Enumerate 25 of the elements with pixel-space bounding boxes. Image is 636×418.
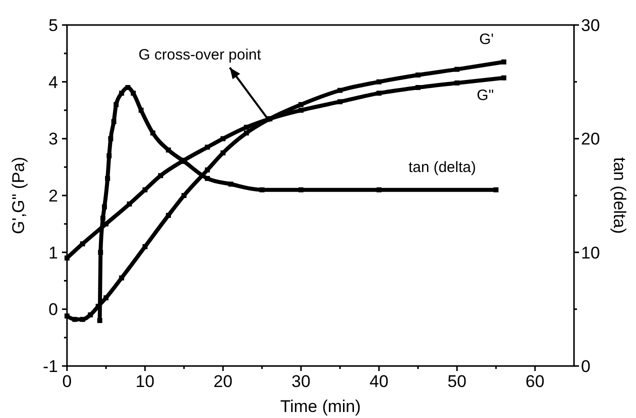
y-tick-label: 3	[48, 130, 58, 149]
y2-tick-label: 30	[581, 16, 600, 35]
x-tick-label: 10	[136, 372, 154, 391]
x-tick-label: 50	[448, 372, 466, 391]
y-tick-label: 5	[48, 16, 58, 35]
series-label: G"	[476, 86, 494, 104]
y-tick-label: 1	[48, 243, 58, 262]
series-label: G'	[479, 30, 494, 48]
x-tick-label: 60	[526, 372, 544, 391]
y2-tick-label: 0	[581, 357, 590, 376]
x-tick-label: 40	[370, 372, 388, 391]
x-axis-title: Time (min)	[280, 397, 361, 416]
x-tick-label: 20	[214, 372, 232, 391]
y2-axis-title: tan (delta)	[610, 157, 629, 234]
y-tick-label: 2	[48, 186, 58, 206]
y2-tick-label: 10	[581, 243, 600, 262]
x-tick-label: 0	[62, 372, 72, 391]
series-label: tan (delta)	[408, 158, 476, 176]
y-tick-label: 4	[48, 72, 58, 92]
annotation: G cross-over point	[138, 46, 262, 64]
y-axis-title: G',G" (Pa)	[9, 156, 28, 234]
y2-tick-label: 20	[581, 130, 600, 149]
y-tick-label: 0	[48, 300, 58, 320]
x-tick-label: 30	[292, 372, 310, 391]
y-tick-label: -1	[42, 357, 58, 376]
